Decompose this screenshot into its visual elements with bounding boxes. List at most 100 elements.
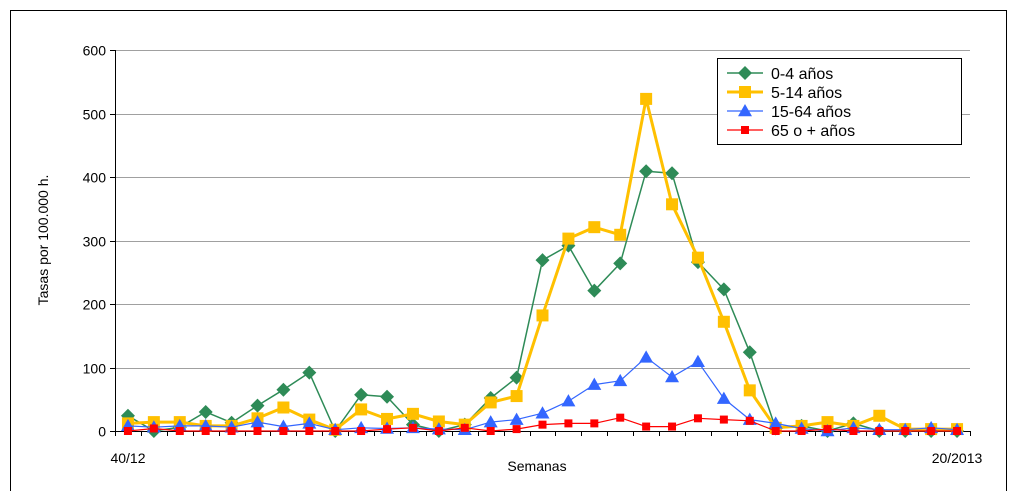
data-point (201, 427, 210, 435)
x-tick-label-end: 20/2013 (932, 450, 983, 466)
x-axis-label: Semanas (507, 458, 566, 474)
data-point (717, 315, 730, 328)
data-point (588, 221, 601, 234)
data-point (668, 422, 677, 431)
data-point (276, 382, 291, 397)
series-group (120, 92, 965, 438)
data-point (432, 415, 445, 428)
legend-label: 65 o + años (771, 123, 855, 140)
data-point (486, 427, 495, 435)
data-point (823, 425, 832, 434)
axes: 0 100 200 300 400 500 600 (83, 43, 971, 440)
data-point (483, 415, 498, 428)
data-point (383, 425, 392, 434)
data-point (149, 424, 158, 433)
data-point (716, 282, 731, 297)
data-point (355, 403, 368, 416)
data-point (691, 251, 704, 264)
x-tick-label-start: 40/12 (110, 450, 145, 466)
data-point (538, 420, 547, 429)
data-point (250, 415, 265, 428)
data-point (381, 412, 394, 425)
data-point (797, 427, 806, 435)
data-point (690, 354, 705, 368)
data-point (536, 309, 549, 322)
data-point (665, 166, 680, 181)
legend-marker (741, 126, 749, 134)
data-point (305, 427, 314, 435)
y-tick-label: 100 (83, 361, 107, 377)
data-point (460, 423, 469, 432)
data-point (640, 92, 653, 105)
y-tick-label: 0 (98, 424, 106, 440)
data-point (535, 406, 550, 419)
data-point (590, 419, 599, 428)
legend-marker (738, 66, 752, 80)
data-point (642, 422, 651, 431)
data-point (227, 427, 236, 435)
data-point (279, 427, 288, 435)
data-point (614, 228, 627, 241)
data-point (743, 384, 756, 397)
legend-marker (738, 104, 752, 117)
series-3 (123, 413, 962, 435)
data-point (742, 345, 757, 360)
legend-marker (739, 86, 751, 98)
data-point (587, 283, 602, 298)
data-point (771, 427, 780, 435)
data-point (561, 394, 576, 407)
data-point (175, 427, 184, 435)
y-tick-label: 300 (83, 234, 107, 250)
data-point (253, 427, 262, 435)
data-point (616, 413, 625, 422)
data-point (484, 396, 497, 409)
data-point (406, 407, 419, 420)
data-point (639, 164, 654, 179)
data-point (562, 232, 575, 245)
legend-label: 15-64 años (771, 104, 851, 121)
legend-label: 5-14 años (771, 85, 842, 102)
data-point (302, 365, 317, 380)
y-tick-label: 500 (83, 107, 107, 123)
data-point (512, 425, 521, 434)
y-tick-label: 600 (83, 43, 107, 59)
data-point (953, 427, 962, 435)
data-point (719, 415, 728, 424)
data-point (768, 416, 783, 429)
data-point (564, 419, 573, 428)
data-point (927, 427, 936, 435)
legend-label: 0-4 años (771, 66, 833, 83)
data-point (380, 389, 395, 404)
legend: 0-4 años 5-14 años 15-64 años 65 o + años (717, 58, 962, 145)
data-point (745, 416, 754, 425)
data-point (198, 404, 213, 419)
data-point (587, 377, 602, 390)
data-point (354, 387, 369, 402)
data-point (123, 427, 132, 435)
data-point (873, 409, 886, 422)
y-axis-label: Tasas por 100.000 h. (35, 175, 51, 306)
data-point (666, 198, 679, 211)
data-point (613, 256, 628, 271)
data-point (693, 414, 702, 423)
data-point (434, 427, 443, 435)
data-point (408, 423, 417, 432)
data-point (535, 253, 550, 268)
y-tick-label: 200 (83, 297, 107, 313)
data-point (639, 350, 654, 363)
data-point (875, 427, 884, 435)
data-point (357, 427, 366, 435)
data-point (277, 401, 290, 414)
data-point (331, 427, 340, 435)
data-point (665, 370, 680, 383)
data-point (509, 412, 524, 425)
y-tick-label: 400 (83, 170, 107, 186)
data-point (510, 390, 523, 403)
data-point (849, 427, 858, 435)
data-point (250, 398, 265, 413)
data-point (302, 416, 317, 429)
data-point (901, 427, 910, 435)
data-point (613, 373, 628, 387)
